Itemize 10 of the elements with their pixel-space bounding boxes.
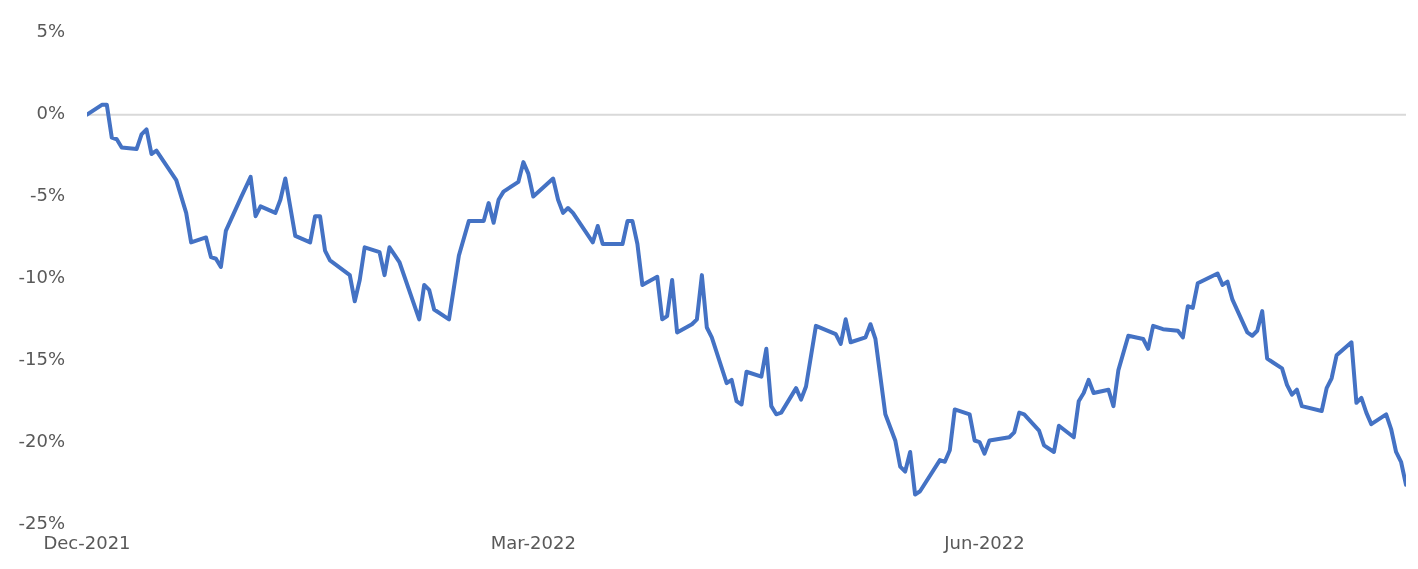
y-tick-label: -5% [29, 184, 65, 206]
y-tick-label: 0% [36, 102, 65, 124]
y-tick-label: -20% [18, 429, 65, 451]
y-tick-label: 5% [36, 20, 65, 42]
x-tick-label: Dec-2021 [43, 532, 131, 554]
y-tick-label: -10% [18, 266, 65, 288]
x-tick-label: Mar-2022 [490, 532, 576, 554]
y-tick-label: -25% [18, 511, 65, 533]
y-tick-label: -15% [18, 347, 65, 369]
x-tick-label: Jun-2022 [943, 532, 1025, 554]
